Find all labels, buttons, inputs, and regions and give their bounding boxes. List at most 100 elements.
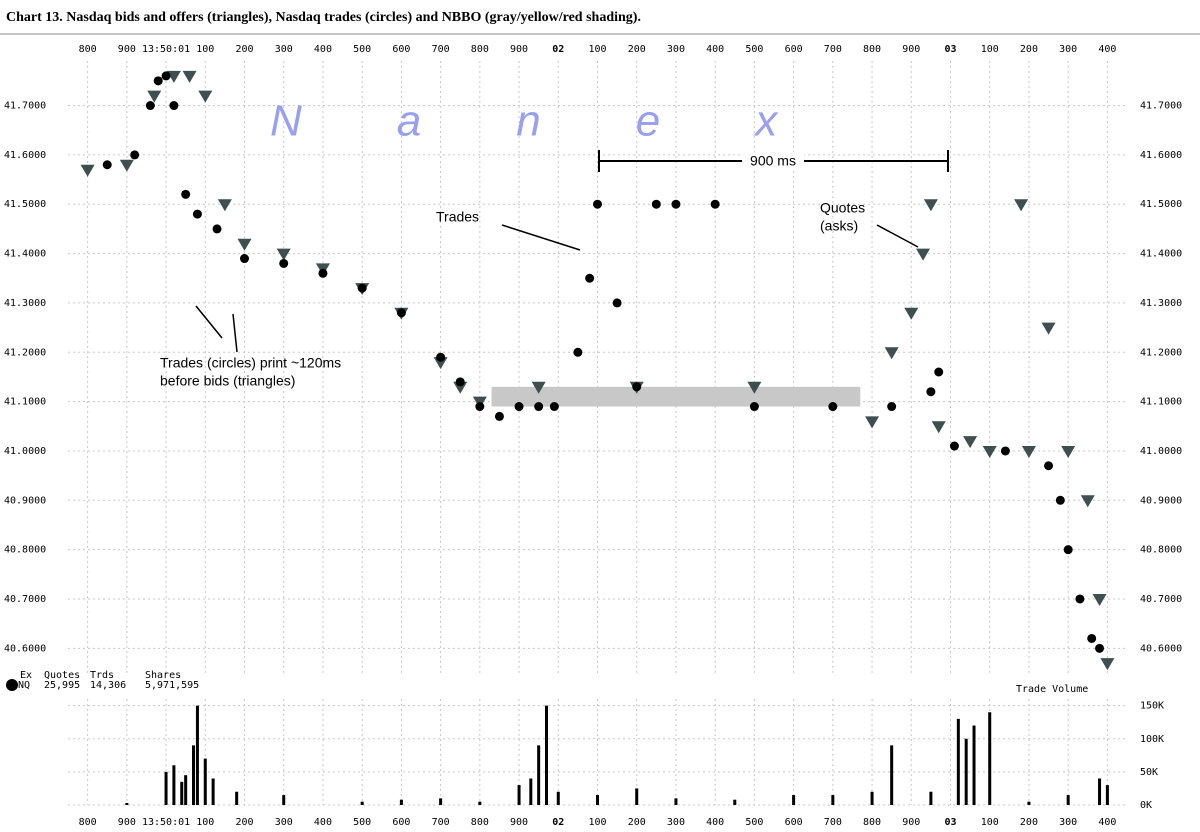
trade-marker <box>475 402 485 412</box>
volume-bar <box>545 705 549 805</box>
y-tick-label: 41.1000 <box>1140 397 1182 408</box>
y-tick-label: 150K <box>1140 701 1164 712</box>
trade-marker <box>130 150 140 160</box>
trade-marker <box>828 402 838 412</box>
trade-marker <box>1063 545 1073 555</box>
volume-bar <box>184 775 188 805</box>
y-tick-label: 41.3000 <box>1140 298 1182 309</box>
x-tick-label: 700 <box>824 44 842 55</box>
volume-bar <box>870 791 874 805</box>
y-tick-label: 41.7000 <box>4 101 46 112</box>
y-tick-label: 41.6000 <box>1140 150 1182 161</box>
quote-marker <box>916 248 931 261</box>
legend-header: Shares <box>145 670 181 681</box>
volume-bar <box>733 799 737 805</box>
x-tick-label: 300 <box>1059 817 1077 828</box>
trade-marker <box>549 402 559 412</box>
pointer <box>876 224 919 248</box>
annotation: before bids (triangles) <box>160 373 295 389</box>
x-tick-label: 03 <box>944 44 956 55</box>
trade-marker <box>1000 446 1010 456</box>
y-tick-label: 41.4000 <box>1140 249 1182 260</box>
x-tick-label: 700 <box>824 817 842 828</box>
volume-label: Trade Volume <box>1016 684 1088 695</box>
y-tick-label: 41.5000 <box>1140 199 1182 210</box>
y-tick-label: 41.1000 <box>4 397 46 408</box>
y-tick-label: 41.2000 <box>1140 347 1182 358</box>
x-tick-label: 100 <box>196 44 214 55</box>
y-tick-label: 41.4000 <box>4 249 46 260</box>
pointer <box>195 305 223 339</box>
trade-marker <box>534 402 544 412</box>
grid: 40.6000 40.6000 40.7000 40.7000 40.8000 40.80… <box>4 44 1182 828</box>
quote-marker <box>433 357 448 370</box>
trade-marker <box>949 441 959 451</box>
volume-bar <box>172 765 176 805</box>
volume-bar <box>556 791 560 805</box>
quote-marker <box>1021 445 1036 458</box>
volume-bar <box>792 795 796 805</box>
volume-bar <box>529 778 533 805</box>
volume-bar <box>125 803 129 805</box>
legend-header: Ex <box>20 670 32 681</box>
annotation: (asks) <box>820 218 858 234</box>
x-tick-label: 200 <box>235 817 253 828</box>
y-tick-label: 40.9000 <box>1140 495 1182 506</box>
x-tick-label: 03 <box>944 817 956 828</box>
x-tick-label: 800 <box>863 44 881 55</box>
span-label-bg <box>742 152 804 170</box>
annotation: Trades (circles) print ~120ms <box>160 355 341 371</box>
volume-bar <box>203 758 207 805</box>
chart-title: Chart 13. Nasdaq bids and offers (triang… <box>6 10 641 25</box>
trade-marker <box>651 199 661 209</box>
x-tick-label: 400 <box>314 817 332 828</box>
trade-marker <box>632 382 642 392</box>
x-tick-label: 200 <box>628 817 646 828</box>
y-tick-label: 40.7000 <box>4 594 46 605</box>
x-tick-label: 600 <box>392 817 410 828</box>
trade-marker <box>671 199 681 209</box>
quote-marker <box>963 436 978 449</box>
y-tick-label: 41.5000 <box>4 199 46 210</box>
y-tick-label: 40.6000 <box>1140 643 1182 654</box>
y-tick-label: 41.0000 <box>4 446 46 457</box>
quote-marker <box>982 445 997 458</box>
x-tick-label: 100 <box>981 817 999 828</box>
y-tick-label: 41.0000 <box>1140 446 1182 457</box>
volume-bar <box>180 781 184 805</box>
quote-marker <box>119 159 134 172</box>
volume-bar <box>596 795 599 805</box>
quote-marker <box>865 416 880 429</box>
volume-bar <box>478 801 482 805</box>
trade-marker <box>192 209 202 219</box>
annotation: Quotes <box>820 200 865 216</box>
trade-marker <box>749 402 759 412</box>
trade-marker <box>357 283 367 293</box>
pointer <box>501 224 581 251</box>
x-tick-label: 500 <box>353 817 371 828</box>
trade-marker <box>710 199 720 209</box>
x-tick-label: 300 <box>1059 44 1077 55</box>
quote-marker <box>923 199 938 212</box>
quote-marker <box>1100 658 1115 671</box>
y-tick-label: 40.7000 <box>1140 594 1182 605</box>
x-tick-label: 900 <box>118 44 136 55</box>
volume-bar <box>972 725 976 805</box>
x-tick-label: 800 <box>79 44 97 55</box>
trade-marker <box>887 402 897 412</box>
legend-marker <box>6 679 18 691</box>
volume-bar <box>195 705 199 805</box>
x-tick-label: 500 <box>745 44 763 55</box>
x-tick-label: 300 <box>275 817 293 828</box>
x-tick-label: 800 <box>471 44 489 55</box>
legend-cell: 14,306 <box>90 680 126 691</box>
quote-marker <box>182 70 197 83</box>
x-tick-label: 800 <box>471 817 489 828</box>
trade-marker <box>934 367 944 377</box>
trade-marker <box>240 254 249 264</box>
trade-marker <box>161 71 171 81</box>
data <box>80 70 1115 805</box>
trade-marker <box>455 377 465 387</box>
x-tick-label: 800 <box>79 817 97 828</box>
trade-marker <box>612 298 622 308</box>
